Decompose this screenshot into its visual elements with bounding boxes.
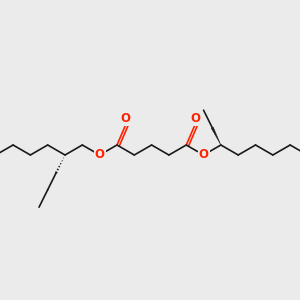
- Text: O: O: [121, 112, 130, 124]
- Text: O: O: [190, 112, 200, 124]
- Polygon shape: [211, 127, 221, 145]
- Text: O: O: [199, 148, 208, 161]
- Text: O: O: [94, 148, 105, 161]
